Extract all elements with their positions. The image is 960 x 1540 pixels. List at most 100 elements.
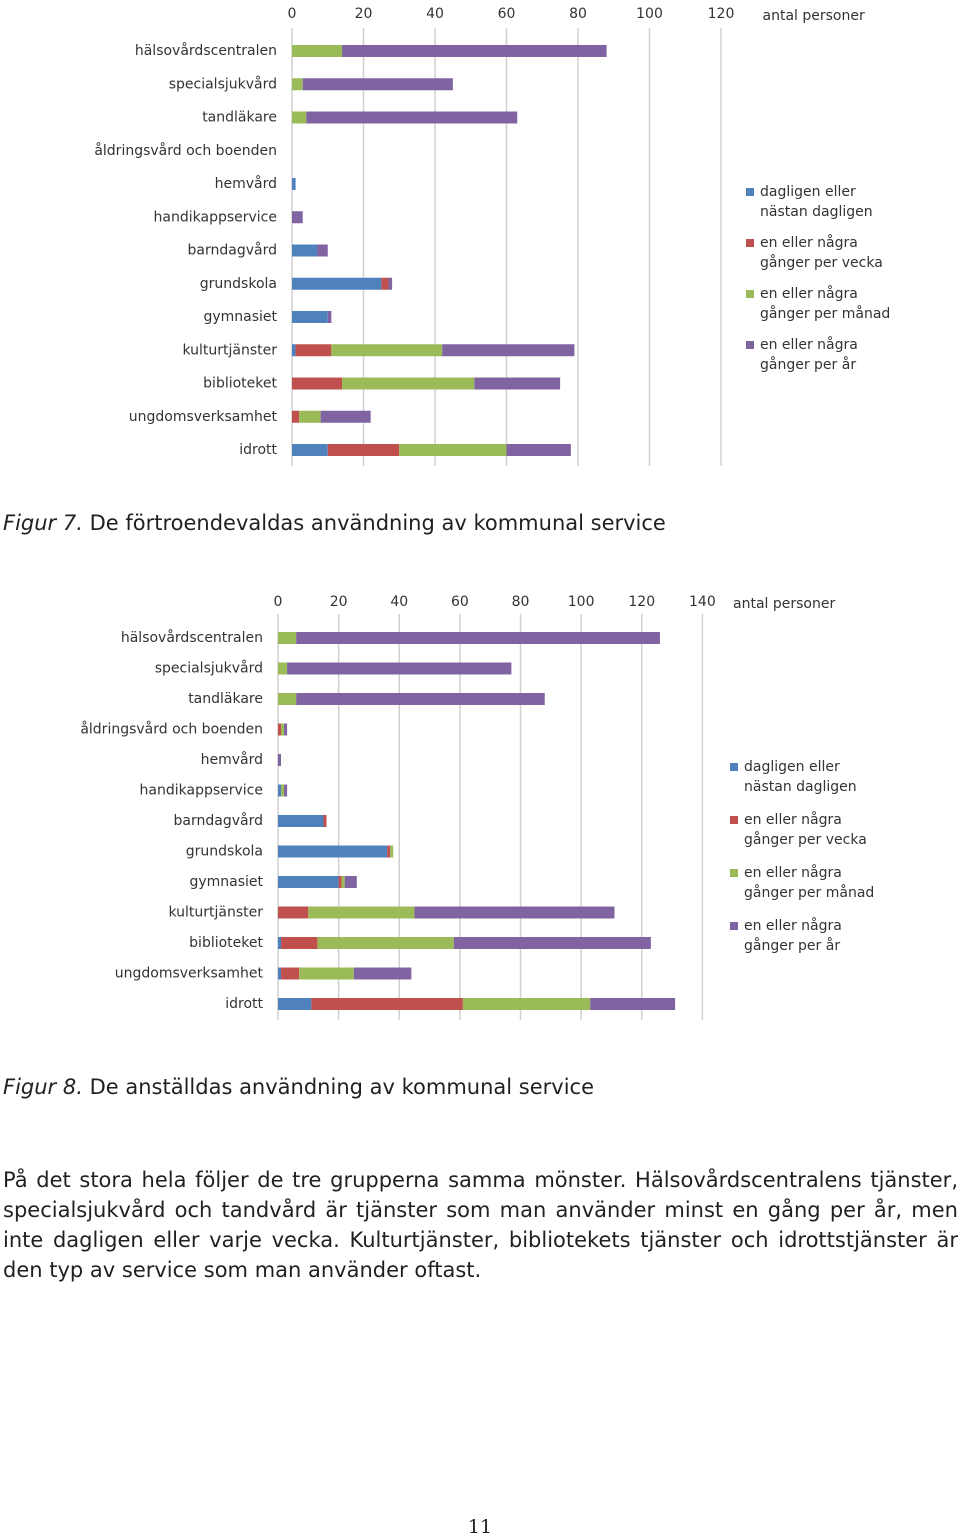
bar-segment xyxy=(281,937,318,949)
caption-label: Figur 7. xyxy=(3,511,83,535)
bar-segment xyxy=(278,937,282,949)
bar-segment xyxy=(308,906,415,919)
category-label: biblioteket xyxy=(203,376,277,392)
category-label: hälsovårdscentralen xyxy=(135,42,277,59)
caption: Figur 7. De förtroendevaldas användning … xyxy=(3,511,666,535)
bar-segment xyxy=(353,967,412,980)
bar-segment xyxy=(292,444,328,456)
bar-segment xyxy=(281,784,285,797)
legend-label: dagligen eller nästan dagligen xyxy=(744,759,857,795)
bar-segment xyxy=(278,693,297,705)
bar-segment xyxy=(278,906,309,919)
bar-segment xyxy=(278,632,297,644)
category-label: idrott xyxy=(239,442,277,458)
bar-segment xyxy=(341,876,345,888)
category-label: specialsjukvård xyxy=(169,75,277,92)
category-label: åldringsvård och boenden xyxy=(94,142,277,159)
category-label: idrott xyxy=(225,996,263,1012)
legend-swatch xyxy=(746,341,754,349)
bar-segment xyxy=(278,845,388,858)
bar-segment xyxy=(292,244,318,257)
bar-segment xyxy=(278,723,282,736)
legend-swatch xyxy=(746,188,754,196)
bar-segment xyxy=(292,344,296,357)
bar-segment xyxy=(292,211,303,224)
category-label: grundskola xyxy=(200,276,277,292)
x-axis-label: antal personer xyxy=(763,8,865,24)
bar-segment xyxy=(342,377,475,390)
bar-segment xyxy=(287,662,512,675)
bar-segment xyxy=(292,111,307,124)
bar-segment xyxy=(342,45,607,57)
category-label: handikappservice xyxy=(154,209,277,225)
category-label: hälsovårdscentralen xyxy=(121,629,263,646)
bar-segment xyxy=(317,244,328,257)
legend-item: en eller några gånger per vecka xyxy=(746,233,895,273)
x-tick-label: 40 xyxy=(390,594,408,610)
bar-segment xyxy=(284,723,288,736)
bar-segment xyxy=(311,998,463,1010)
legend-item: dagligen eller nästan dagligen xyxy=(730,757,879,797)
bar-segment xyxy=(320,410,371,423)
bar-segment xyxy=(292,277,382,290)
bar-segment xyxy=(278,815,324,827)
legend-swatch xyxy=(730,869,738,877)
bar-segment xyxy=(414,906,615,919)
bar-segment xyxy=(278,754,282,766)
x-tick-label: 100 xyxy=(568,594,595,610)
bar-segment xyxy=(390,845,394,858)
bar-segment xyxy=(474,377,561,390)
x-tick-label: 140 xyxy=(689,594,716,610)
bar-segment xyxy=(292,178,296,190)
category-label: grundskola xyxy=(186,844,263,860)
x-axis-label: antal personer xyxy=(733,596,835,612)
bar-segment xyxy=(462,998,591,1010)
bar-segment xyxy=(344,876,357,888)
bar-segment xyxy=(292,410,300,423)
bar-segment xyxy=(299,410,321,423)
legend-item: en eller några gånger per månad xyxy=(746,284,895,324)
legend-label: en eller några gånger per år xyxy=(744,918,842,954)
bar-segment xyxy=(292,377,343,390)
category-label: hemvård xyxy=(215,175,277,192)
category-label: tandläkare xyxy=(202,110,277,126)
bar-segment xyxy=(292,45,343,57)
category-label: kulturtjänster xyxy=(168,905,263,921)
x-tick-label: 0 xyxy=(288,6,297,22)
caption: Figur 8. De anställdas användning av kom… xyxy=(3,1075,594,1099)
legend-swatch xyxy=(730,816,738,824)
bar-segment xyxy=(323,815,327,827)
bar-segment xyxy=(284,784,288,797)
legend: dagligen eller nästan dagligen en eller n… xyxy=(746,182,895,386)
bar-segment xyxy=(281,967,300,980)
x-tick-label: 60 xyxy=(451,594,469,610)
bar-segment xyxy=(506,444,571,456)
x-tick-label: 40 xyxy=(426,6,444,22)
bar-segment xyxy=(292,311,328,323)
bar-segment xyxy=(296,693,545,705)
legend-item: dagligen eller nästan dagligen xyxy=(746,182,895,222)
bar-segment xyxy=(317,937,454,949)
legend-swatch xyxy=(746,239,754,247)
bar-segment xyxy=(381,277,389,290)
category-label: specialsjukvård xyxy=(155,660,263,677)
caption-text: De anställdas användning av kommunal ser… xyxy=(89,1075,595,1099)
category-label: kulturtjänster xyxy=(182,342,277,358)
bar-segment xyxy=(338,876,342,888)
legend-label: en eller några gånger per år xyxy=(760,337,858,373)
x-tick-label: 0 xyxy=(274,594,283,610)
x-tick-label: 80 xyxy=(512,594,530,610)
bar-segment xyxy=(387,845,391,858)
category-label: gymnasiet xyxy=(203,309,277,325)
bar-segment xyxy=(295,344,332,357)
bar-segment xyxy=(278,998,312,1010)
legend-label: en eller några gånger per månad xyxy=(760,286,891,322)
bar-segment xyxy=(399,444,507,456)
category-label: barndagvård xyxy=(174,812,263,829)
bar-segment xyxy=(453,937,651,949)
legend-item: en eller några gånger per månad xyxy=(730,863,879,903)
bar-segment xyxy=(278,662,288,675)
x-tick-label: 20 xyxy=(330,594,348,610)
